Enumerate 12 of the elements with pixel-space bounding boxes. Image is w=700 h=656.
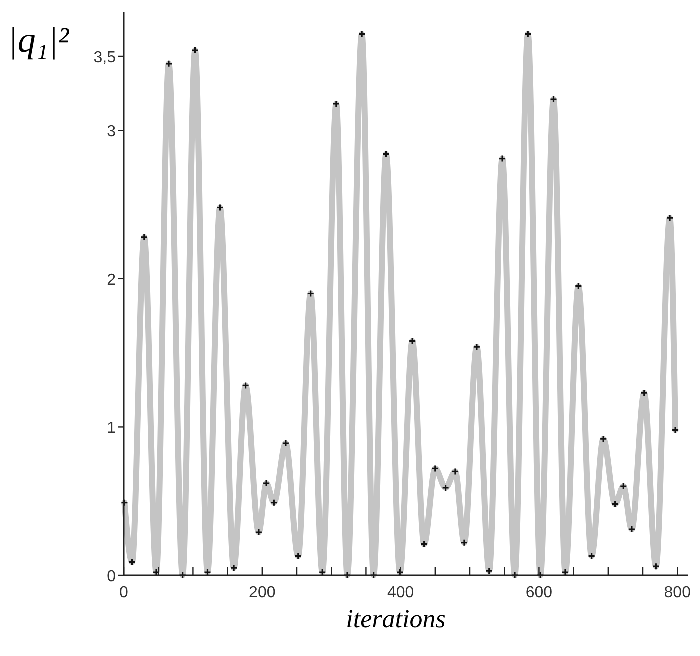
x-tick-label: 400 — [387, 584, 414, 602]
y-tick-label: 0 — [107, 568, 116, 586]
y-axis-title: |q₁|² — [8, 20, 70, 60]
x-tick-label: 0 — [120, 584, 129, 602]
y-tick-label: 1 — [107, 420, 116, 438]
x-tick-label: 600 — [526, 584, 553, 602]
x-tick-label: 200 — [249, 584, 276, 602]
y-tick-label: 2 — [107, 272, 116, 289]
y-tick-label: 3,5 — [94, 49, 116, 66]
x-axis-title: iterations — [346, 604, 446, 634]
x-tick-label: 800 — [664, 584, 692, 602]
y-tick-label: 3 — [107, 124, 116, 141]
